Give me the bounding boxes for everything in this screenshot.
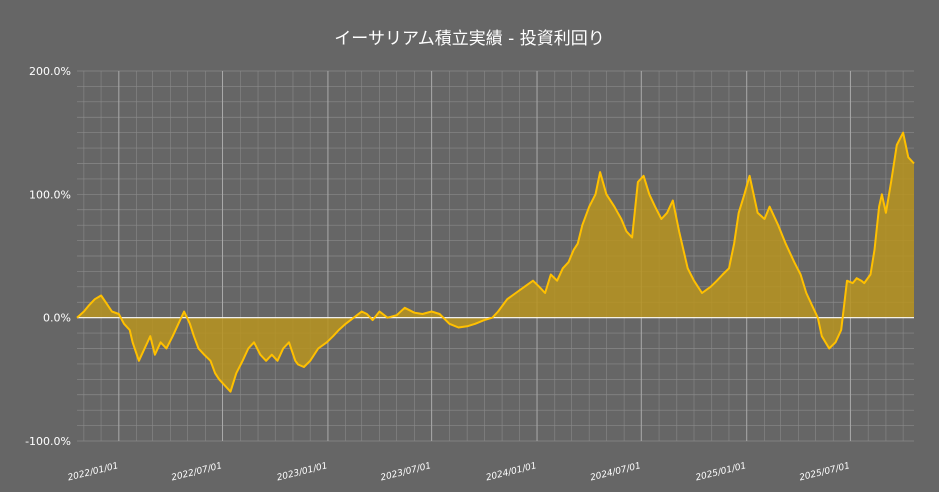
- x-tick-label: 2024/07/01: [589, 461, 642, 483]
- x-tick-label: 2023/01/01: [276, 461, 329, 483]
- series-line: [76, 131, 915, 393]
- x-tick-label: 2023/07/01: [380, 461, 433, 483]
- x-tick-label: 2022/07/01: [170, 461, 223, 483]
- y-tick-label: -100.0%: [25, 435, 71, 448]
- x-tick-label: 2025/07/01: [798, 461, 851, 483]
- y-tick-label: 200.0%: [29, 65, 71, 78]
- y-tick-label: 100.0%: [29, 188, 71, 201]
- x-tick-label: 2024/01/01: [485, 461, 538, 483]
- x-tick-label: 2022/01/01: [67, 461, 120, 483]
- chart-title: イーサリアム積立実績 ‐ 投資利回り: [334, 29, 605, 49]
- series-area: [77, 132, 914, 392]
- y-tick-label: 0.0%: [43, 312, 71, 325]
- x-tick-label: 2025/01/01: [695, 461, 748, 483]
